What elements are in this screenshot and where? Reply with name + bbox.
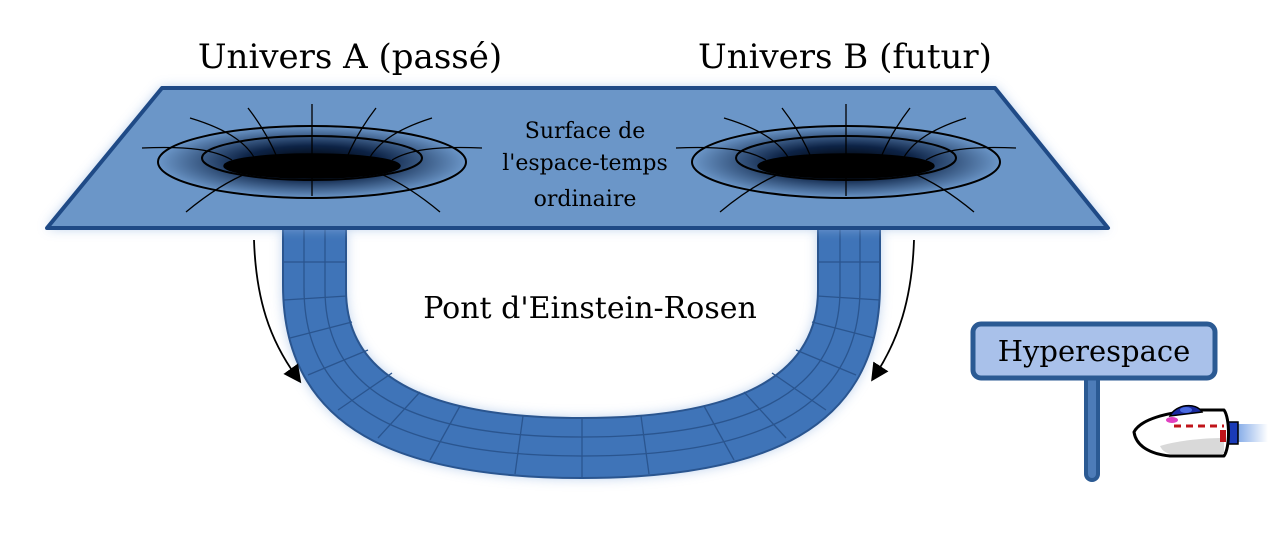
surface-label-line1: Surface de (525, 119, 645, 144)
universe-b-label: Univers B (futur) (698, 37, 992, 77)
wormhole-mouth-b (675, 104, 1017, 213)
sign-label: Hyperespace (998, 334, 1191, 368)
curved-arrow-right-icon (871, 239, 915, 382)
surface-label-line2: l'espace-temps (502, 151, 667, 176)
bridge-label: Pont d'Einstein-Rosen (423, 291, 757, 326)
hyperespace-sign: Hyperespace (970, 321, 1218, 482)
einstein-rosen-tube (282, 227, 881, 480)
spaceship-icon (1132, 404, 1268, 458)
universe-a-label: Univers A (passé) (198, 37, 502, 77)
wormhole-mouth-a (141, 104, 483, 213)
surface-label-line3: ordinaire (534, 187, 637, 212)
curved-arrow-left-icon (253, 239, 302, 384)
